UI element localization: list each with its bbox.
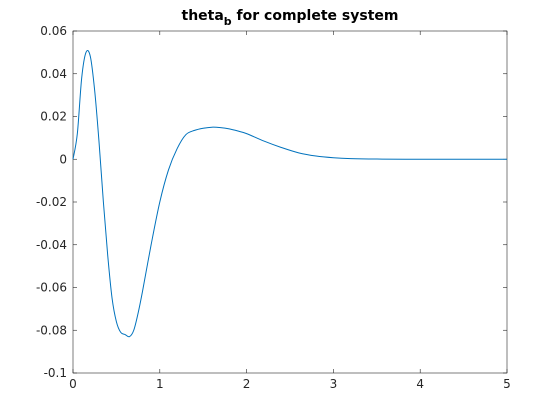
series-line xyxy=(72,49,507,338)
y-tick-label: 0 xyxy=(59,152,67,166)
chart-title: thetab for complete system xyxy=(182,8,399,28)
title-main: theta xyxy=(182,8,224,24)
y-tick-label: -0.04 xyxy=(36,238,67,252)
x-tick-label: 4 xyxy=(416,377,424,391)
y-tick-label: -0.1 xyxy=(44,366,67,380)
x-tick-label: 1 xyxy=(156,377,164,391)
x-tick-label: 5 xyxy=(503,377,511,391)
y-tick-label: 0.06 xyxy=(40,24,67,38)
y-tick-label: -0.08 xyxy=(36,323,67,337)
y-tick-label: 0.02 xyxy=(40,110,67,124)
title-subscript: b xyxy=(224,15,232,28)
plot-frame xyxy=(72,30,508,374)
y-tick-label: -0.06 xyxy=(36,281,67,295)
axes xyxy=(72,30,508,374)
title-suffix: for complete system xyxy=(232,8,399,24)
series-layer xyxy=(72,49,507,338)
y-tick-label: -0.02 xyxy=(36,195,67,209)
x-tick-label: 3 xyxy=(330,377,338,391)
x-tick-label: 2 xyxy=(243,377,251,391)
y-tick-label: 0.04 xyxy=(40,67,67,81)
x-tick-label: 0 xyxy=(69,377,77,391)
tick-labels: 0 1 2 3 4 5 0.06 0.04 0.02 0 -0.02 -0.04 -0.06 -0.08 -… xyxy=(36,24,511,391)
